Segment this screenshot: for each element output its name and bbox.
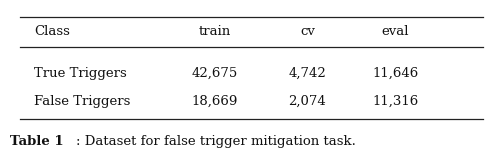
Text: 4,742: 4,742 (288, 67, 326, 80)
Text: Table 1: Table 1 (10, 135, 63, 148)
Text: Class: Class (34, 25, 70, 38)
Text: train: train (199, 25, 231, 38)
Text: 18,669: 18,669 (191, 95, 238, 108)
Text: True Triggers: True Triggers (34, 67, 127, 80)
Text: : Dataset for false trigger mitigation task.: : Dataset for false trigger mitigation t… (76, 135, 356, 148)
Text: False Triggers: False Triggers (34, 95, 130, 108)
Text: cv: cv (300, 25, 315, 38)
Text: 2,074: 2,074 (288, 95, 326, 108)
Text: 11,646: 11,646 (372, 67, 418, 80)
Text: 11,316: 11,316 (372, 95, 418, 108)
Text: 42,675: 42,675 (192, 67, 238, 80)
Text: eval: eval (382, 25, 409, 38)
